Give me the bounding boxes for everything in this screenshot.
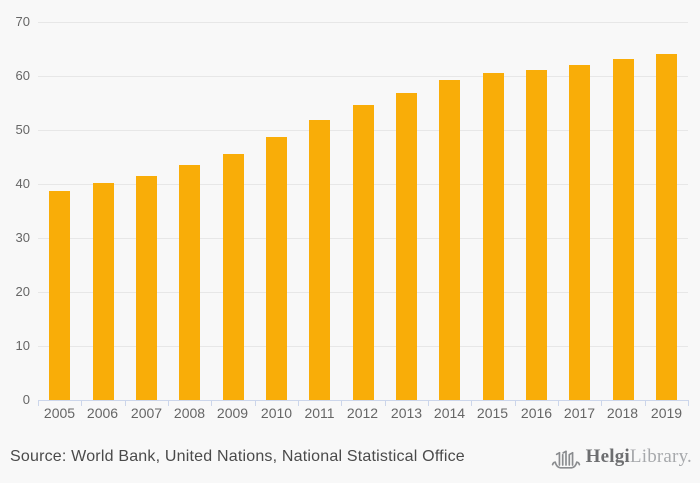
x-axis-label-2005: 2005 — [43, 405, 76, 421]
x-axis-tick — [81, 400, 82, 406]
bar-2016[interactable] — [526, 70, 547, 400]
x-axis-tick — [168, 400, 169, 406]
y-axis-label-70: 70 — [15, 14, 30, 29]
x-axis-label-2006: 2006 — [86, 405, 119, 421]
bar-2007[interactable] — [136, 176, 157, 400]
x-axis-label-2014: 2014 — [433, 405, 466, 421]
x-axis-label-2015: 2015 — [476, 405, 509, 421]
x-axis-label-2011: 2011 — [304, 405, 335, 421]
x-axis-tick — [688, 400, 689, 406]
bar-2013[interactable] — [396, 93, 417, 400]
bar-2008[interactable] — [179, 165, 200, 400]
viking-ship-icon — [551, 450, 580, 469]
bar-2006[interactable] — [93, 183, 114, 400]
bar-2019[interactable] — [656, 54, 677, 400]
y-axis-label-20: 20 — [15, 284, 30, 299]
bar-2015[interactable] — [483, 73, 504, 400]
x-axis-tick — [645, 400, 646, 406]
bar-2018[interactable] — [613, 59, 634, 400]
bar-2011[interactable] — [309, 120, 330, 400]
x-axis-tick — [341, 400, 342, 406]
gridline-60 — [38, 76, 688, 77]
x-axis-tick — [38, 400, 39, 406]
x-axis-label-2018: 2018 — [606, 405, 639, 421]
logo-text-library: Library. — [629, 446, 692, 467]
x-axis-label-2008: 2008 — [173, 405, 206, 421]
x-axis-label-2012: 2012 — [346, 405, 379, 421]
x-axis-tick — [515, 400, 516, 406]
x-axis-label-2013: 2013 — [390, 405, 423, 421]
bar-2014[interactable] — [439, 80, 460, 400]
x-axis-tick — [471, 400, 472, 406]
y-axis-label-0: 0 — [22, 392, 30, 407]
x-axis-tick — [601, 400, 602, 406]
bar-2005[interactable] — [49, 191, 70, 400]
x-axis-label-2010: 2010 — [260, 405, 293, 421]
y-axis-label-50: 50 — [15, 122, 30, 137]
plot-area — [38, 22, 689, 406]
x-axis-tick — [211, 400, 212, 406]
helgi-library-logo[interactable]: HelgiLibrary. — [551, 444, 692, 471]
chart-footer: Source: World Bank, United Nations, Nati… — [0, 440, 700, 474]
x-axis-line — [38, 400, 688, 401]
x-axis-tick — [385, 400, 386, 406]
source-text: Source: World Bank, United Nations, Nati… — [10, 448, 465, 465]
y-axis-label-10: 10 — [15, 338, 30, 353]
gridline-70 — [38, 22, 688, 23]
x-axis-tick — [298, 400, 299, 406]
bar-2012[interactable] — [353, 105, 374, 400]
y-axis-label-60: 60 — [15, 68, 30, 83]
x-axis-tick — [255, 400, 256, 406]
x-axis-tick — [125, 400, 126, 406]
x-axis-label-2017: 2017 — [563, 405, 596, 421]
x-axis-label-2007: 2007 — [130, 405, 163, 421]
x-axis-tick — [428, 400, 429, 406]
x-axis-label-2016: 2016 — [520, 405, 553, 421]
bar-2010[interactable] — [266, 137, 287, 400]
x-axis-tick — [558, 400, 559, 406]
y-axis-label-40: 40 — [15, 176, 30, 191]
logo-text: HelgiLibrary. — [586, 446, 692, 468]
bar-2009[interactable] — [223, 154, 244, 400]
x-axis-label-2019: 2019 — [650, 405, 683, 421]
logo-text-helgi: Helgi — [585, 446, 630, 467]
bar-2017[interactable] — [569, 65, 590, 400]
x-axis-label-2009: 2009 — [216, 405, 249, 421]
y-axis-label-30: 30 — [15, 230, 30, 245]
